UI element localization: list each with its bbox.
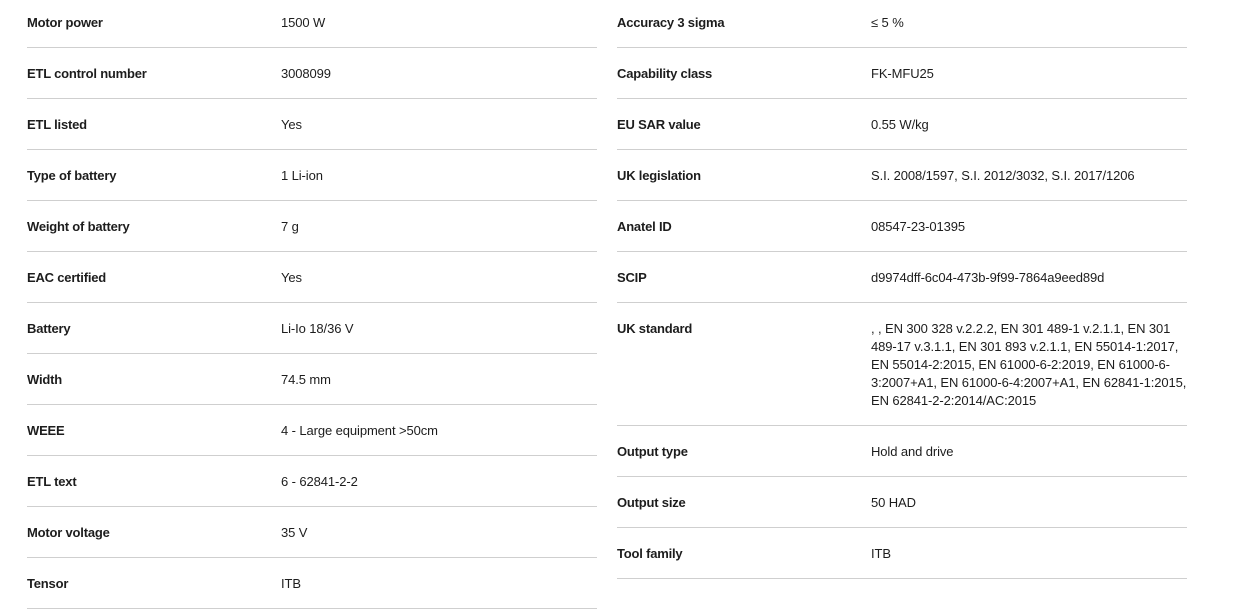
spec-row: Output size 50 HAD — [617, 477, 1187, 528]
spec-row: Battery Li-Io 18/36 V — [27, 303, 597, 354]
spec-label: UK standard — [617, 321, 693, 336]
spec-row: Motor voltage 35 V — [27, 507, 597, 558]
spec-value: 7 g — [281, 219, 299, 234]
spec-row: Weight of battery 7 g — [27, 201, 597, 252]
spec-value: 1500 W — [281, 15, 326, 30]
spec-row: Anatel ID 08547-23-01395 — [617, 201, 1187, 252]
spec-label: ETL text — [27, 474, 77, 489]
spec-row: Tool family ITB — [617, 528, 1187, 579]
spec-label: ETL control number — [27, 66, 147, 81]
spec-value: ITB — [871, 546, 891, 561]
spec-label: SCIP — [617, 270, 647, 285]
spec-label: Width — [27, 372, 62, 387]
spec-label: ETL listed — [27, 117, 87, 132]
spec-value: 74.5 mm — [281, 372, 331, 387]
spec-table-left: Motor power 1500 W ETL control number 30080… — [27, 0, 597, 609]
spec-row: Motor power 1500 W — [27, 0, 597, 48]
spec-label: Output type — [617, 444, 688, 459]
spec-value: 50 HAD — [871, 495, 916, 510]
spec-label: UK legislation — [617, 168, 701, 183]
spec-row: ETL control number 3008099 — [27, 48, 597, 99]
spec-row: EAC certified Yes — [27, 252, 597, 303]
spec-value: Yes — [281, 117, 302, 132]
spec-label: Anatel ID — [617, 219, 672, 234]
spec-label: Type of battery — [27, 168, 117, 183]
spec-value: ≤ 5 % — [871, 15, 904, 30]
spec-label: Battery — [27, 321, 71, 336]
spec-row: EU SAR value 0.55 W/kg — [617, 99, 1187, 150]
spec-label: EU SAR value — [617, 117, 701, 132]
spec-row: Width 74.5 mm — [27, 354, 597, 405]
spec-label: Output size — [617, 495, 686, 510]
spec-row: SCIP d9974dff-6c04-473b-9f99-7864a9eed89d — [617, 252, 1187, 303]
spec-value: 1 Li-ion — [281, 168, 323, 183]
spec-row: Type of battery 1 Li-ion — [27, 150, 597, 201]
spec-value: d9974dff-6c04-473b-9f99-7864a9eed89d — [871, 270, 1105, 285]
spec-row: ETL listed Yes — [27, 99, 597, 150]
spec-value: 4 - Large equipment >50cm — [281, 423, 438, 438]
spec-value: Hold and drive — [871, 444, 954, 459]
spec-value: 08547-23-01395 — [871, 219, 966, 234]
spec-value: S.I. 2008/1597, S.I. 2012/3032, S.I. 201… — [871, 168, 1135, 183]
spec-row: Tensor ITB — [27, 558, 597, 609]
spec-label: Weight of battery — [27, 219, 130, 234]
spec-row: WEEE 4 - Large equipment >50cm — [27, 405, 597, 456]
spec-row: Output type Hold and drive — [617, 426, 1187, 477]
spec-label: Capability class — [617, 66, 713, 81]
spec-table-right: Accuracy 3 sigma ≤ 5 % Capability class FK-… — [617, 0, 1187, 579]
spec-value: Yes — [281, 270, 302, 285]
spec-label: Motor power — [27, 15, 103, 30]
spec-row: Capability class FK-MFU25 — [617, 48, 1187, 99]
spec-label: Motor voltage — [27, 525, 110, 540]
spec-value: 0.55 W/kg — [871, 117, 929, 132]
spec-label: Accuracy 3 sigma — [617, 15, 725, 30]
spec-value: , , EN 300 328 v.2.2.2, EN 301 489-1 v.2… — [871, 321, 1187, 408]
spec-value: FK-MFU25 — [871, 66, 934, 81]
spec-label: EAC certified — [27, 270, 107, 285]
spec-value: 6 - 62841-2-2 — [281, 474, 358, 489]
spec-label: Tensor — [27, 576, 69, 591]
spec-row: UK legislation S.I. 2008/1597, S.I. 2012/… — [617, 150, 1187, 201]
spec-row: ETL text 6 - 62841-2-2 — [27, 456, 597, 507]
spec-value: 35 V — [281, 525, 308, 540]
spec-row: Accuracy 3 sigma ≤ 5 % — [617, 0, 1187, 48]
spec-value: Li-Io 18/36 V — [281, 321, 354, 336]
spec-label: WEEE — [27, 423, 65, 438]
spec-value: ITB — [281, 576, 301, 591]
spec-value: 3008099 — [281, 66, 331, 81]
spec-row: UK standard , , EN 300 328 v.2.2.2, EN 30… — [617, 303, 1187, 426]
spec-label: Tool family — [617, 546, 683, 561]
